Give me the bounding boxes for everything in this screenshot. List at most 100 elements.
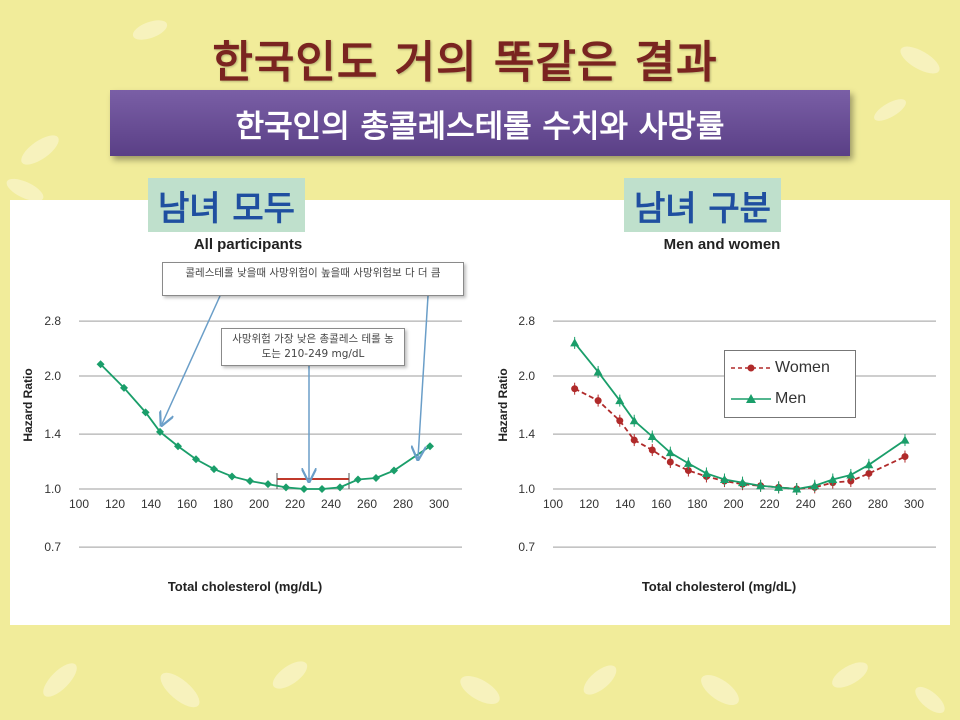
legend-item-men: Men: [725, 388, 806, 410]
chart2-title: Men and women: [664, 236, 781, 253]
legend-swatch-women: [731, 364, 771, 372]
chart2-men-point: [719, 475, 729, 484]
chart1-data-point: [228, 472, 236, 481]
chart1-xtick-label: 160: [177, 497, 197, 511]
legend-label-men: Men: [775, 390, 807, 407]
chart2-grid: [553, 320, 936, 548]
chart1-data-point: [96, 360, 105, 369]
chart2-legend: Women Men: [724, 350, 856, 418]
chart1-xtick-label: 240: [321, 497, 341, 511]
chart2-men-point: [756, 481, 766, 490]
chart2-ytick-label: 0.7: [518, 540, 535, 554]
chart2-men-point: [774, 482, 784, 491]
chart2-ticks: 0.7 1.0 1.4 2.0 2.8 100 120 140 160 180 200 220 240 2…: [518, 314, 924, 554]
chart1-series: [96, 360, 434, 493]
chart2-ytick-label: 2.8: [518, 314, 535, 328]
chart2-women-point: [648, 446, 656, 454]
chart1-data-point: [120, 383, 128, 392]
chart2-women-point: [666, 458, 674, 466]
chart2-xlabel: Total cholesterol (mg/dL): [642, 579, 796, 594]
slide-title: 한국인도 거의 똑같은 결과: [212, 37, 718, 88]
chart2-series-line: [573, 342, 906, 490]
annotation-box-lowest-risk: 사망위험 가장 낮은 총콜레스 테롤 농도는 210-249 mg/dL: [221, 328, 405, 366]
chart1-xtick-label: 180: [213, 497, 233, 511]
chart1-data-point: [372, 473, 380, 482]
chart2-xtick-label: 220: [760, 497, 780, 511]
chart1-grid: [79, 320, 462, 548]
chart2-series: [570, 336, 910, 495]
chart1-series-line: [99, 363, 431, 490]
chart1-data-point: [390, 466, 398, 475]
chart1-ticks: 0.7 1.0 1.4 2.0 2.8 100 120 140 160 180 200 220 240 2…: [44, 314, 449, 554]
chart2-ytick-label: 1.4: [518, 427, 535, 441]
chart2-men-point: [701, 468, 711, 477]
chart1-ytick-label: 1.0: [44, 482, 61, 496]
chart2-men-point: [615, 396, 625, 405]
chart2-xtick-label: 100: [543, 497, 563, 511]
chart2-xtick-label: 260: [832, 497, 852, 511]
chart1-data-point: [318, 485, 326, 493]
chart1-xtick-label: 120: [105, 497, 125, 511]
subtitle-banner: 한국인의 총콜레스테롤 수치와 사망률: [110, 90, 850, 156]
chart2-women-point: [684, 467, 692, 475]
legend-swatch-men: [731, 394, 771, 403]
chart1-ytick-label: 2.0: [44, 369, 61, 383]
chart1-xtick-label: 140: [141, 497, 161, 511]
chart2-women-point: [865, 469, 873, 477]
chart2-men-point: [665, 448, 675, 457]
label-left: 남녀 모두: [148, 178, 305, 232]
chart2-ytick-label: 2.0: [518, 369, 535, 383]
chart2-men-point: [683, 458, 693, 467]
legend-label-women: Women: [775, 359, 830, 376]
chart2-xtick-label: 280: [868, 497, 888, 511]
chart1-ytick-label: 0.7: [44, 540, 61, 554]
chart2-women-point: [901, 453, 909, 461]
chart1-data-point: [282, 483, 290, 492]
label-left-text: 남녀 모두: [158, 188, 295, 229]
chart2-men-point: [810, 481, 820, 490]
legend-item-women: Women: [725, 357, 830, 379]
chart2-women-point: [616, 417, 624, 425]
chart1-xtick-label: 280: [393, 497, 413, 511]
chart1-data-point: [264, 480, 272, 489]
chart2-men-point: [629, 416, 639, 425]
chart2-men-point: [792, 484, 802, 493]
chart1-data-point: [156, 427, 164, 436]
label-right-text: 남녀 구분: [634, 188, 771, 229]
chart1-xtick-label: 260: [357, 497, 377, 511]
chart1-ytick-label: 1.4: [44, 427, 61, 441]
chart2-ytick-label: 1.0: [518, 482, 535, 496]
chart2-women-point: [571, 385, 579, 393]
chart2-xtick-label: 140: [615, 497, 635, 511]
chart2-men-point: [846, 470, 856, 479]
chart1-xlabel: Total cholesterol (mg/dL): [168, 579, 322, 594]
chart2-women-point: [847, 477, 855, 485]
chart1-xtick-label: 220: [285, 497, 305, 511]
chart1-data-point: [174, 442, 182, 451]
chart2-xtick-label: 120: [579, 497, 599, 511]
annotation-text-1: 콜레스테롤 낮을때 사망위험이 높을때 사망위험보 다 더 큼: [185, 267, 441, 279]
chart2-men-point: [593, 367, 603, 376]
chart1-ytick-label: 2.8: [44, 314, 61, 328]
subtitle-text: 한국인의 총콜레스테롤 수치와 사망률: [235, 108, 725, 145]
chart1-xtick-label: 100: [69, 497, 89, 511]
chart2-men-point: [738, 478, 748, 487]
chart2-men-point: [647, 431, 657, 440]
chart1-data-point: [210, 465, 218, 474]
chart2-women-point: [594, 397, 602, 405]
chart1-data-point: [426, 442, 434, 451]
chart1-data-point: [192, 455, 200, 464]
chart2-men-point: [828, 475, 838, 484]
chart2-women-point: [630, 436, 638, 444]
chart1-xtick-label: 200: [249, 497, 269, 511]
chart2-men-point: [570, 338, 580, 347]
chart1-data-point: [246, 477, 254, 486]
chart2-xtick-label: 240: [796, 497, 816, 511]
chart1-xtick-label: 300: [429, 497, 449, 511]
chart1-title: All participants: [194, 236, 302, 253]
chart1-data-point: [300, 485, 308, 493]
chart2-men-point: [900, 435, 910, 444]
chart2-xtick-label: 160: [651, 497, 671, 511]
chart2-xtick-label: 200: [723, 497, 743, 511]
